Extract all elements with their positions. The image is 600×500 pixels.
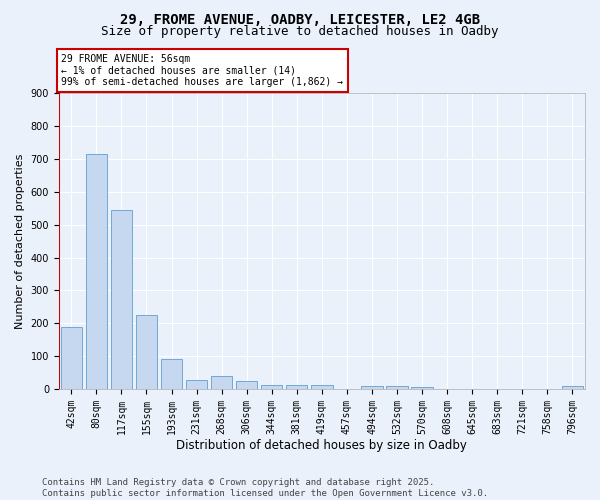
Text: 29 FROME AVENUE: 56sqm
← 1% of detached houses are smaller (14)
99% of semi-deta: 29 FROME AVENUE: 56sqm ← 1% of detached … bbox=[61, 54, 343, 88]
Bar bbox=[286, 384, 307, 389]
X-axis label: Distribution of detached houses by size in Oadby: Distribution of detached houses by size … bbox=[176, 440, 467, 452]
Bar bbox=[86, 154, 107, 389]
Bar bbox=[562, 386, 583, 389]
Bar bbox=[136, 315, 157, 389]
Text: 29, FROME AVENUE, OADBY, LEICESTER, LE2 4GB: 29, FROME AVENUE, OADBY, LEICESTER, LE2 … bbox=[120, 12, 480, 26]
Bar bbox=[236, 381, 257, 389]
Bar bbox=[111, 210, 132, 389]
Bar bbox=[211, 376, 232, 389]
Y-axis label: Number of detached properties: Number of detached properties bbox=[15, 154, 25, 329]
Bar bbox=[61, 326, 82, 389]
Bar bbox=[186, 380, 207, 389]
Bar bbox=[161, 360, 182, 389]
Text: Contains HM Land Registry data © Crown copyright and database right 2025.
Contai: Contains HM Land Registry data © Crown c… bbox=[42, 478, 488, 498]
Bar bbox=[412, 386, 433, 389]
Bar bbox=[261, 384, 283, 389]
Bar bbox=[386, 386, 408, 389]
Bar bbox=[311, 385, 332, 389]
Text: Size of property relative to detached houses in Oadby: Size of property relative to detached ho… bbox=[101, 25, 499, 38]
Bar bbox=[361, 386, 383, 389]
